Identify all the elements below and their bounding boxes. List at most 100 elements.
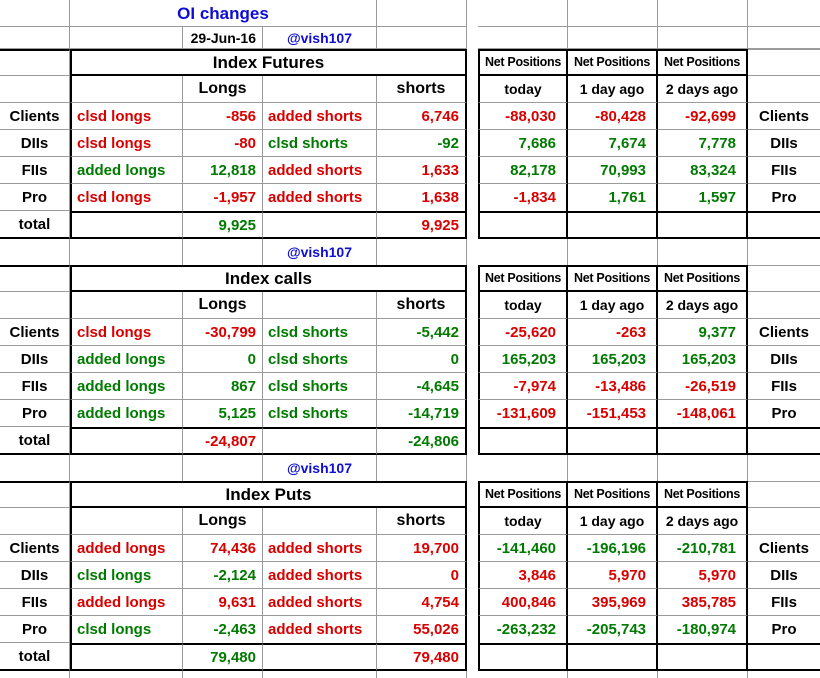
short-action-cell: added shorts [263, 184, 377, 211]
period-header-2days-ago: 2 days ago [658, 292, 748, 319]
long-action-cell: clsd longs [70, 319, 183, 346]
total-label: total [0, 211, 70, 239]
net-2days-cell: 1,597 [658, 184, 748, 211]
long-value-cell: -30,799 [183, 319, 263, 346]
cell [478, 211, 568, 239]
net-1day-cell: 1,761 [568, 184, 658, 211]
net-2days-cell: -148,061 [658, 400, 748, 427]
cell [70, 455, 183, 481]
cell [478, 643, 568, 671]
cell [70, 508, 183, 535]
net-1day-cell: -80,428 [568, 103, 658, 130]
cell [568, 27, 658, 49]
long-action-cell: added longs [70, 346, 183, 373]
row-label: DIIs [0, 562, 70, 589]
long-action-cell: added longs [70, 535, 183, 562]
cell [263, 508, 377, 535]
row-label: Pro [0, 400, 70, 427]
cell [568, 211, 658, 239]
cell [467, 76, 478, 103]
row-label-right: Pro [771, 621, 797, 638]
cell [748, 455, 820, 481]
short-value-cell: 1,638 [377, 184, 467, 211]
total-row: total -24,807 -24,806 [0, 427, 820, 455]
cell [70, 211, 183, 239]
cell [467, 535, 478, 562]
cell [0, 508, 70, 535]
period-header-today: today [478, 292, 568, 319]
short-value-cell: -92 [377, 130, 467, 157]
cell [748, 481, 820, 508]
total-longs-value: 9,925 [183, 211, 263, 239]
long-value-cell: 867 [183, 373, 263, 400]
cell [478, 671, 568, 678]
column-header-row: Longs shorts today 1 day ago 2 days ago [0, 76, 820, 103]
cell [0, 27, 70, 49]
net-1day-cell: 5,970 [568, 562, 658, 589]
net-2days-cell: -92,699 [658, 103, 748, 130]
cell [467, 481, 478, 508]
net-1day-cell: 7,674 [568, 130, 658, 157]
net-today-cell: 3,846 [478, 562, 568, 589]
cell [478, 239, 568, 265]
cell [467, 49, 478, 76]
short-action-cell: clsd shorts [263, 346, 377, 373]
data-row: Clients added longs 74,436 added shorts 19,7… [0, 535, 820, 562]
net-today-cell: -1,834 [478, 184, 568, 211]
long-value-cell: -80 [183, 130, 263, 157]
cell [0, 76, 70, 103]
period-header-1day-ago: 1 day ago [568, 508, 658, 535]
long-value-cell: -1,957 [183, 184, 263, 211]
cell [467, 562, 478, 589]
separator-row: @vish107 [0, 239, 820, 265]
cell [0, 455, 70, 481]
cell [478, 0, 568, 27]
cell [568, 239, 658, 265]
net-positions-header: Net Positions [478, 265, 568, 292]
long-value-cell: 9,631 [183, 589, 263, 616]
long-action-cell: clsd longs [70, 562, 183, 589]
long-value-cell: 5,125 [183, 400, 263, 427]
section-title: Index Futures [70, 49, 467, 76]
net-positions-header: Net Positions [658, 265, 748, 292]
cell [658, 211, 748, 239]
cell [0, 265, 70, 292]
data-row: Pro added longs 5,125 clsd shorts -14,719 -13… [0, 400, 820, 427]
cell [0, 0, 70, 27]
cell [263, 292, 377, 319]
data-row: DIIs clsd longs -2,124 added shorts 0 3,846 5,… [0, 562, 820, 589]
net-1day-cell: -263 [568, 319, 658, 346]
column-header-row: Longs shorts today 1 day ago 2 days ago [0, 508, 820, 535]
net-positions-header: Net Positions [658, 481, 748, 508]
cell [568, 643, 658, 671]
short-action-cell: clsd shorts [263, 400, 377, 427]
row-label: FIIs [0, 157, 70, 184]
net-1day-cell: -151,453 [568, 400, 658, 427]
period-header-2days-ago: 2 days ago [658, 76, 748, 103]
cell [0, 481, 70, 508]
short-value-cell: -14,719 [377, 400, 467, 427]
row-label-right: FIIs [748, 373, 820, 400]
cell [467, 373, 478, 400]
cell [467, 508, 478, 535]
period-header-1day-ago: 1 day ago [568, 76, 658, 103]
section-title: Index Puts [70, 481, 467, 508]
short-value-cell: 0 [377, 346, 467, 373]
net-today-cell: -7,974 [478, 373, 568, 400]
cell [377, 671, 467, 678]
net-positions-header: Net Positions [478, 49, 568, 76]
cell [467, 103, 478, 130]
net-positions-header: Net Positions [568, 49, 658, 76]
col-header-shorts: shorts [377, 508, 467, 535]
cell [183, 455, 263, 481]
data-row: Clients clsd longs -856 added shorts 6,746 -8… [0, 103, 820, 130]
cell [467, 455, 478, 481]
cell [70, 239, 183, 265]
date-row: 29-Jun-16 @vish107 [0, 27, 820, 49]
long-value-cell: -2,124 [183, 562, 263, 589]
net-1day-cell: -196,196 [568, 535, 658, 562]
cell [467, 292, 478, 319]
cell [568, 671, 658, 678]
cell [467, 265, 478, 292]
cell [0, 671, 70, 678]
